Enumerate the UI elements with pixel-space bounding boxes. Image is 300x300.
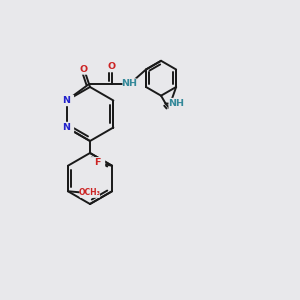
Text: N: N xyxy=(63,96,70,105)
FancyBboxPatch shape xyxy=(169,98,183,109)
FancyBboxPatch shape xyxy=(59,95,74,106)
Text: NH: NH xyxy=(122,80,138,88)
FancyBboxPatch shape xyxy=(90,157,105,168)
Text: F: F xyxy=(94,158,101,167)
Text: O: O xyxy=(80,64,88,74)
FancyBboxPatch shape xyxy=(59,122,74,133)
FancyBboxPatch shape xyxy=(76,63,92,75)
Text: N: N xyxy=(63,123,70,132)
FancyBboxPatch shape xyxy=(104,61,119,72)
Text: O: O xyxy=(108,62,116,71)
Text: OCH₃: OCH₃ xyxy=(79,188,101,197)
FancyBboxPatch shape xyxy=(80,188,100,198)
Text: NH: NH xyxy=(168,99,184,108)
FancyBboxPatch shape xyxy=(122,78,137,90)
